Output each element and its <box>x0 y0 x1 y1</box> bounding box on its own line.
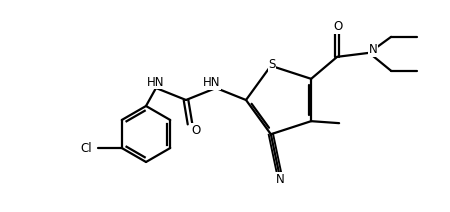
Text: HN: HN <box>203 77 221 89</box>
Text: S: S <box>268 58 275 71</box>
Text: Cl: Cl <box>80 141 92 155</box>
Text: N: N <box>275 173 284 186</box>
Text: O: O <box>191 124 201 137</box>
Text: O: O <box>333 20 343 33</box>
Text: HN: HN <box>147 75 165 88</box>
Text: N: N <box>369 43 378 56</box>
